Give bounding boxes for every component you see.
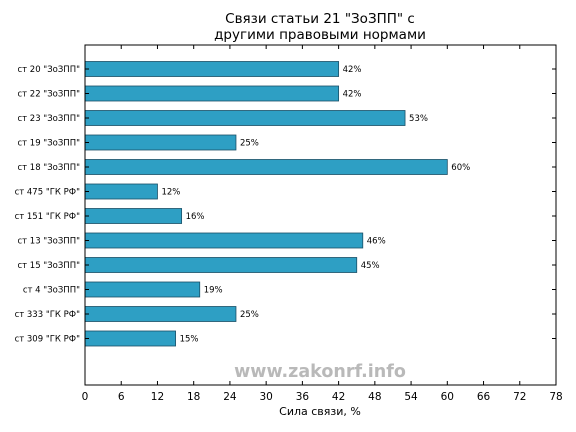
- category-label: ст 333 "ГК РФ": [15, 310, 81, 320]
- x-tick-label: 36: [296, 391, 310, 403]
- x-tick-label: 0: [82, 391, 89, 403]
- x-tick-label: 54: [404, 391, 418, 403]
- category-label: ст 151 "ГК РФ": [15, 212, 81, 222]
- plot-frame: [84, 44, 557, 386]
- x-tick-label: 48: [368, 391, 381, 403]
- bar: [84, 306, 237, 322]
- category-label: ст 15 "ЗоЗПП": [17, 261, 80, 271]
- x-tick-label: 12: [151, 391, 164, 403]
- x-tick-label: 72: [513, 391, 526, 403]
- bar: [84, 232, 364, 249]
- data-label: 15%: [180, 335, 199, 345]
- category-label: ст 4 "ЗоЗПП": [23, 286, 80, 296]
- x-tick-label: 18: [187, 391, 200, 403]
- chart-title-line-2: другими правовыми нормами: [214, 27, 426, 43]
- bar: [84, 159, 448, 175]
- x-tick-label: 30: [259, 391, 272, 403]
- data-label: 46%: [367, 237, 386, 247]
- category-label: ст 19 "ЗоЗПП": [17, 139, 80, 149]
- data-label: 53%: [409, 114, 428, 124]
- data-label: 42%: [343, 65, 362, 75]
- bar: [84, 110, 406, 126]
- data-label: 60%: [451, 163, 470, 173]
- category-label: ст 13 "ЗоЗПП": [17, 237, 80, 247]
- data-label: 42%: [343, 90, 362, 100]
- category-label: ст 475 "ГК РФ": [15, 188, 81, 198]
- bar: [84, 281, 201, 298]
- bar: [84, 61, 340, 77]
- x-tick-label: 66: [477, 391, 491, 403]
- category-label: ст 309 "ГК РФ": [15, 335, 81, 345]
- x-tick-label: 24: [223, 391, 237, 403]
- data-label: 19%: [204, 286, 223, 296]
- data-label: 16%: [186, 212, 205, 222]
- bar: [84, 183, 158, 200]
- chart-title-line-1: Связи статьи 21 "ЗоЗПП" с: [225, 11, 415, 27]
- bar: [84, 134, 237, 151]
- bar: [84, 257, 358, 273]
- x-axis-label: Сила связи, %: [279, 405, 361, 418]
- x-axis-ticks: 0 6 12 18 24 30 36 42 48 54 60 66 72 78: [82, 45, 563, 403]
- x-tick-label: 6: [118, 391, 125, 403]
- bars-group: 42% 42% 53% 25% 60% 12% 16% 46% 45% 19% 25% 15%: [84, 61, 470, 347]
- category-label: ст 20 "ЗоЗПП": [17, 65, 80, 75]
- category-label: ст 22 "ЗоЗПП": [17, 90, 80, 100]
- x-tick-label: 78: [549, 391, 562, 403]
- bar: [84, 85, 340, 102]
- category-label: ст 23 "ЗоЗПП": [17, 114, 80, 124]
- x-tick-label: 42: [332, 391, 345, 403]
- data-label: 45%: [361, 261, 380, 271]
- x-tick-label: 60: [441, 391, 454, 403]
- data-label: 25%: [240, 139, 259, 149]
- data-label: 25%: [240, 310, 259, 320]
- bar: [84, 330, 176, 347]
- category-labels: ст 20 "ЗоЗПП" ст 22 "ЗоЗПП" ст 23 "ЗоЗПП" с…: [15, 65, 556, 345]
- watermark: www.zakonrf.info: [234, 362, 406, 382]
- bar: [84, 208, 183, 224]
- data-label: 12%: [161, 188, 180, 198]
- category-label: ст 18 "ЗоЗПП": [17, 163, 80, 173]
